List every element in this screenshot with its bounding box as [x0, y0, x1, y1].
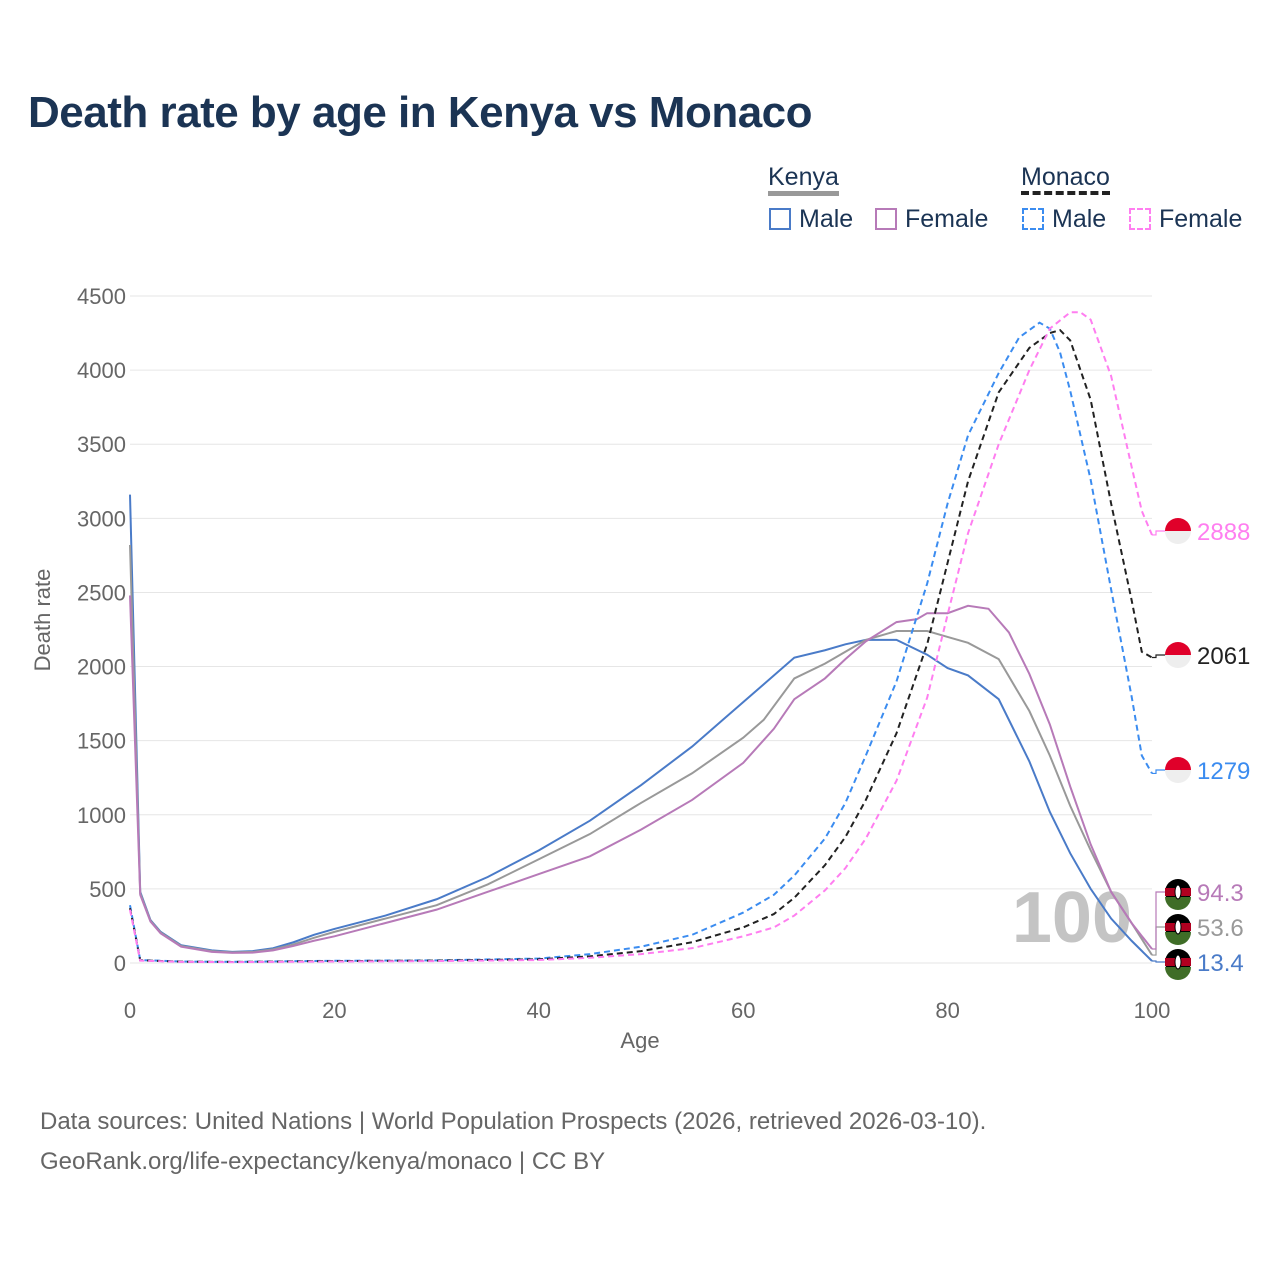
y-tick-label: 4500 [77, 284, 126, 309]
end-value-label: 2061 [1197, 643, 1250, 670]
watermark-age: 100 [1012, 878, 1132, 958]
end-value-label: 94.3 [1197, 880, 1244, 907]
kenya-flag-icon [1165, 967, 1191, 980]
y-tick-label: 0 [114, 951, 126, 976]
x-tick-label: 80 [935, 998, 959, 1023]
series-line [129, 311, 1153, 964]
page-title: Death rate by age in Kenya vs Monaco [28, 88, 813, 137]
kenya-flag-icon [1174, 954, 1182, 970]
y-tick-label: 500 [89, 877, 126, 902]
end-value-label: 13.4 [1197, 950, 1244, 977]
source-line-1: Data sources: United Nations | World Pop… [40, 1108, 987, 1135]
y-tick-label: 1000 [77, 803, 126, 828]
y-tick-label: 2500 [77, 580, 126, 605]
end-label-connector [1152, 654, 1166, 659]
legend-monaco-female[interactable]: Female [1159, 205, 1243, 233]
source-line-2: GeoRank.org/life-expectancy/kenya/monaco… [40, 1148, 606, 1175]
series-line [129, 321, 1153, 963]
monaco-flag-icon [1165, 757, 1191, 770]
series-line [129, 328, 1153, 963]
kenya-flag-icon [1165, 897, 1191, 910]
legend-kenya-title: Kenya [768, 163, 839, 196]
monaco-flag-icon [1165, 642, 1191, 655]
legend-kenya-male-swatch [769, 208, 791, 230]
monaco-flag-icon [1165, 518, 1191, 531]
legend-monaco-male-swatch [1022, 208, 1044, 230]
x-tick-label: 60 [731, 998, 755, 1023]
end-label-connector [1152, 891, 1166, 950]
series-line [129, 544, 1153, 956]
legend-monaco-female-swatch [1129, 208, 1151, 230]
x-tick-label: 0 [124, 998, 136, 1023]
legend-monaco-male[interactable]: Male [1052, 205, 1107, 233]
end-label-connector [1152, 926, 1166, 956]
legend-kenya-female[interactable]: Female [905, 205, 989, 233]
kenya-flag-icon [1174, 884, 1182, 900]
end-value-label: 1279 [1197, 758, 1250, 785]
y-tick-label: 3500 [77, 432, 126, 457]
y-tick-label: 3000 [77, 506, 126, 531]
y-tick-label: 1500 [77, 729, 126, 754]
end-label-connector [1152, 769, 1166, 775]
end-value-label: 2888 [1197, 519, 1250, 546]
x-tick-label: 40 [527, 998, 551, 1023]
y-axis-label: Death rate [30, 569, 55, 672]
end-label-connector [1152, 960, 1166, 963]
y-tick-label: 2000 [77, 655, 126, 680]
x-tick-label: 100 [1134, 998, 1171, 1023]
x-tick-label: 20 [322, 998, 346, 1023]
kenya-flag-icon [1174, 919, 1182, 935]
series-line [129, 595, 1153, 954]
kenya-flag-icon [1165, 932, 1191, 945]
end-label-connector [1152, 530, 1166, 536]
legend-monaco-title: Monaco [1021, 163, 1110, 195]
y-tick-label: 4000 [77, 358, 126, 383]
x-axis-label: Age [620, 1028, 659, 1053]
legend-kenya-male[interactable]: Male [799, 205, 854, 233]
legend-kenya-female-swatch [875, 208, 897, 230]
series-line [129, 494, 1153, 962]
end-value-label: 53.6 [1197, 915, 1244, 942]
